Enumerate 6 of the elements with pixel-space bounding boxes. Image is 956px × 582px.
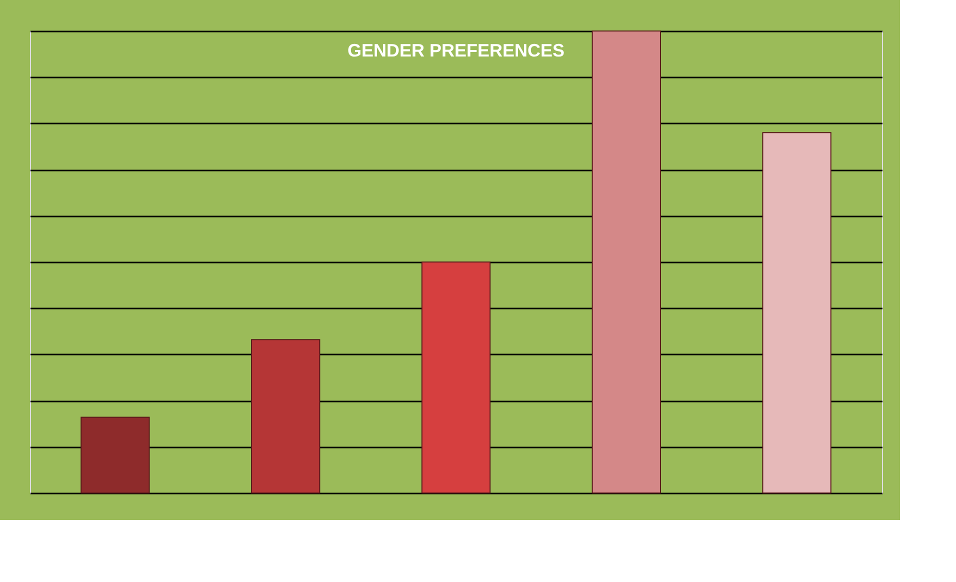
bar	[592, 30, 661, 494]
bar	[762, 132, 832, 494]
bar	[251, 339, 320, 494]
text: GENDER PREFERENCES	[347, 40, 565, 60]
bar	[80, 416, 150, 494]
bar	[421, 262, 491, 494]
